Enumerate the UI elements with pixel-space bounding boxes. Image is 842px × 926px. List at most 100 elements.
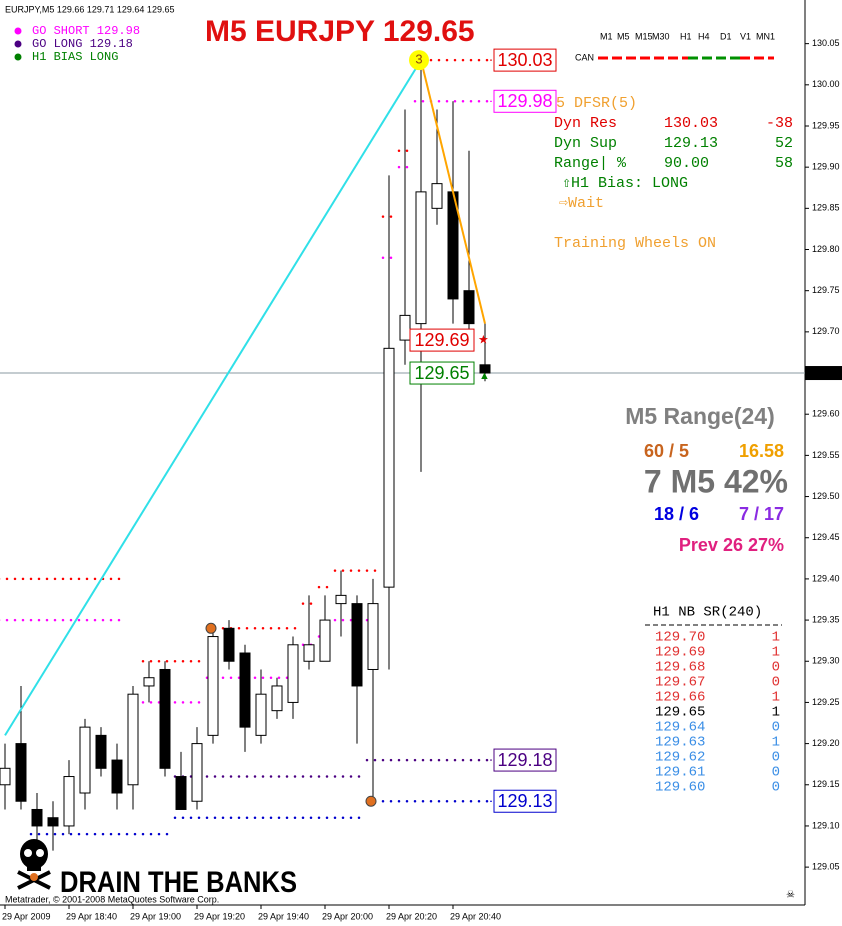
- range-prev: Prev 26 27%: [679, 535, 784, 555]
- timeframe: MN1: [756, 31, 775, 41]
- dfsr-bias: ⇧H1 Bias: LONG: [562, 175, 688, 192]
- dfsr-change: 58: [775, 155, 793, 172]
- sr-rows: 129.70 1 129.69 1 129.68 0 129.67 0 129.66 1 129.6…: [655, 630, 780, 796]
- candle-body: [47, 817, 59, 827]
- sr-count: 0: [772, 720, 780, 736]
- dfsr-change: 52: [775, 135, 793, 152]
- sr-price: 129.68: [655, 660, 705, 676]
- timeframe: M15: [635, 31, 653, 41]
- y-tick-label: 129.25: [812, 697, 840, 707]
- candle-body: [223, 627, 235, 662]
- level-label: 130.03: [497, 50, 552, 70]
- candle-body: [127, 693, 139, 786]
- level-box: [493, 89, 557, 113]
- current-price-label: 129.65: [810, 367, 838, 377]
- candle-body: [159, 668, 171, 769]
- trend-line: [4, 59, 422, 736]
- timeframe: D1: [720, 31, 732, 41]
- legend-dot: [14, 40, 22, 48]
- sr-price: 129.67: [655, 675, 705, 691]
- candle-body: [175, 776, 187, 810]
- candle-body: [335, 594, 347, 605]
- sr-count: 1: [772, 630, 780, 646]
- legend-label: GO LONG 129.18: [32, 37, 133, 51]
- dfsr-change: -38: [766, 115, 793, 132]
- dfsr-label: Dyn Sup: [554, 135, 617, 152]
- sr-price: 129.65: [655, 705, 705, 721]
- candle-body: [303, 644, 315, 662]
- candle-body: [31, 808, 43, 827]
- icon: ☠: [786, 890, 795, 901]
- candle-body: [351, 603, 363, 687]
- y-tick-label: 129.90: [812, 162, 840, 172]
- sr-title: H1 NB SR(240): [653, 605, 762, 621]
- x-tick-label: 29 Apr 19:40: [258, 911, 309, 921]
- eye: [36, 849, 44, 857]
- candle-body: [287, 644, 299, 703]
- x-tick-label: 29 Apr 20:40: [450, 911, 501, 921]
- x-tick-label: 29 Apr 19:20: [194, 911, 245, 921]
- dfsr-value: 130.03: [664, 115, 718, 132]
- eye: [24, 849, 32, 857]
- can-label: CAN: [575, 52, 594, 62]
- level-box: [493, 789, 557, 813]
- candle-body: [207, 636, 219, 736]
- footer: Metatrader, © 2001-2008 MetaQuotes Softw…: [5, 894, 219, 904]
- range-stat: 60 / 5: [644, 441, 689, 461]
- candle-body: [143, 677, 155, 687]
- arrow: ▲: [479, 370, 490, 382]
- candle-body: [367, 603, 379, 670]
- dfsr-signal: ⇨Wait: [559, 195, 604, 212]
- y-tick-label: 129.35: [812, 614, 840, 624]
- candle-body: [271, 685, 283, 712]
- dfsr-label: Range| %: [554, 155, 627, 172]
- y-tick-label: 129.80: [812, 244, 840, 254]
- dfsr-value: 129.13: [664, 135, 718, 152]
- y-tick-label: 130.05: [812, 38, 840, 48]
- candle-body: [479, 364, 491, 374]
- range-title: M5 Range(24): [625, 403, 775, 429]
- timeframe: V1: [740, 31, 751, 41]
- logo-text: DRAIN THE BANKS: [60, 866, 297, 899]
- x-tick-label: 29 Apr 20:00: [322, 911, 373, 921]
- current-price-box: [805, 366, 842, 381]
- candle-body: [431, 183, 443, 209]
- dfsr-panel: M5 DFSR(5) Dyn Res 130.03 -38 Dyn Sup 12…: [547, 95, 793, 252]
- candle-body: [95, 734, 107, 769]
- y-tick-label: 129.40: [812, 573, 840, 583]
- candle-body: [383, 347, 395, 588]
- sr-price: 129.69: [655, 645, 705, 661]
- legend-label: H1 BIAS LONG: [32, 50, 118, 64]
- sr-price: 129.63: [655, 735, 705, 751]
- legend-dot: [14, 27, 22, 35]
- timeframe: M5: [617, 31, 630, 41]
- candle-body: [319, 619, 331, 662]
- dfsr-value: 90.00: [664, 155, 709, 172]
- y-tick-label: 129.55: [812, 450, 840, 460]
- sr-count: 1: [772, 735, 780, 751]
- marker: [30, 873, 38, 881]
- range-stat: 18 / 6: [654, 504, 699, 524]
- candle-body: [63, 776, 75, 827]
- chart-title: M5 EURJPY 129.65: [205, 15, 475, 48]
- y-tick-label: 129.85: [812, 203, 840, 213]
- x-tick-label: 29 Apr 2009: [2, 911, 51, 921]
- legend-dot: [14, 53, 22, 61]
- star: ★: [478, 332, 489, 346]
- candle-body: [463, 290, 475, 325]
- range-stat: 7 / 17: [739, 504, 784, 524]
- y-tick-label: 129.75: [812, 285, 840, 295]
- y-tick-label: 129.50: [812, 491, 840, 501]
- sr-count: 1: [772, 645, 780, 661]
- candle-body: [111, 759, 123, 794]
- symbol-header: EURJPY,M5 129.66 129.71 129.64 129.65: [5, 4, 174, 14]
- timeframe: H4: [698, 31, 710, 41]
- candle-body: [239, 652, 251, 728]
- candle-body: [415, 191, 427, 325]
- sr-count: 0: [772, 675, 780, 691]
- timeframe: M1: [600, 31, 613, 41]
- candle-body: [15, 743, 27, 802]
- timeframe: M30: [652, 31, 670, 41]
